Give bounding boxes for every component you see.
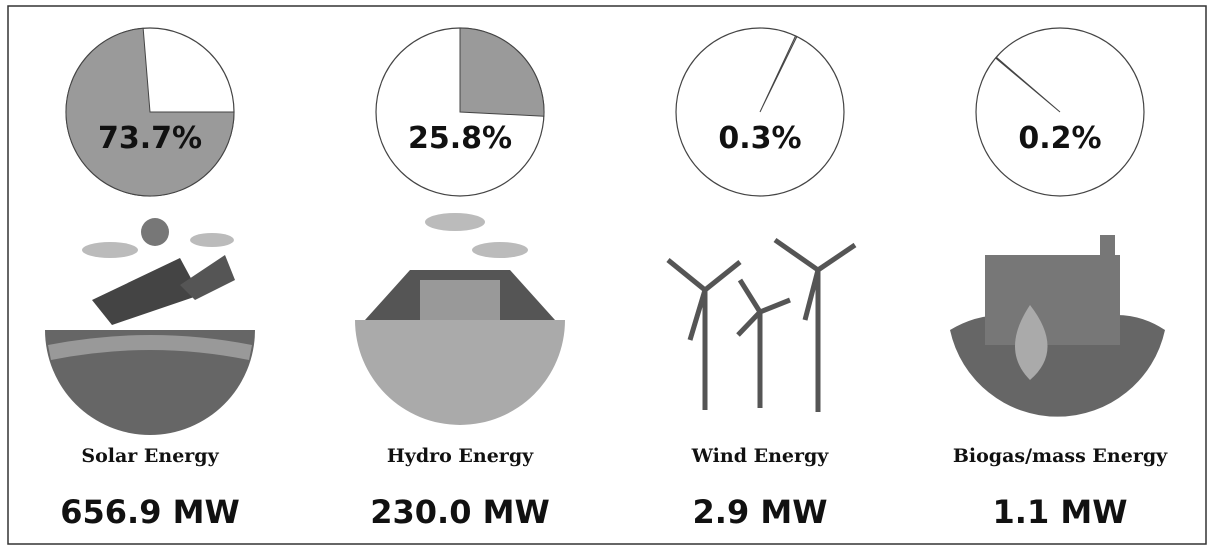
energy-name: Solar Energy (81, 445, 219, 467)
cloud (82, 242, 138, 258)
panel (180, 255, 235, 300)
pie-slice (759, 35, 798, 113)
panel (92, 258, 200, 325)
water (355, 320, 565, 425)
pie-slice (994, 56, 1061, 113)
capacity: 2.9 MW (693, 493, 828, 531)
capacity: 230.0 MW (370, 493, 550, 531)
cloud (425, 213, 485, 231)
capacity: 656.9 MW (60, 493, 240, 531)
ground (45, 330, 255, 435)
factory (985, 255, 1120, 345)
pie-label: 25.8% (408, 121, 512, 156)
capacity: 1.1 MW (993, 493, 1128, 531)
dam-gates (420, 280, 500, 320)
pie-slice (459, 27, 545, 117)
energy-name: Hydro Energy (387, 445, 534, 467)
ground-band (48, 335, 252, 360)
pie-label: 73.7% (98, 121, 202, 156)
cloud (472, 242, 528, 258)
frame (7, 5, 1207, 545)
cloud (190, 233, 234, 247)
pie-label: 0.3% (718, 121, 801, 156)
pie-slice (65, 27, 235, 197)
energy-name: Biogas/mass Energy (953, 445, 1168, 467)
pie-label: 0.2% (1018, 121, 1101, 156)
turbines (666, 237, 857, 412)
chimney (1100, 235, 1115, 265)
energy-name: Wind Energy (691, 445, 830, 467)
flame (1015, 305, 1048, 380)
icons (45, 213, 1165, 435)
sun (141, 218, 169, 246)
